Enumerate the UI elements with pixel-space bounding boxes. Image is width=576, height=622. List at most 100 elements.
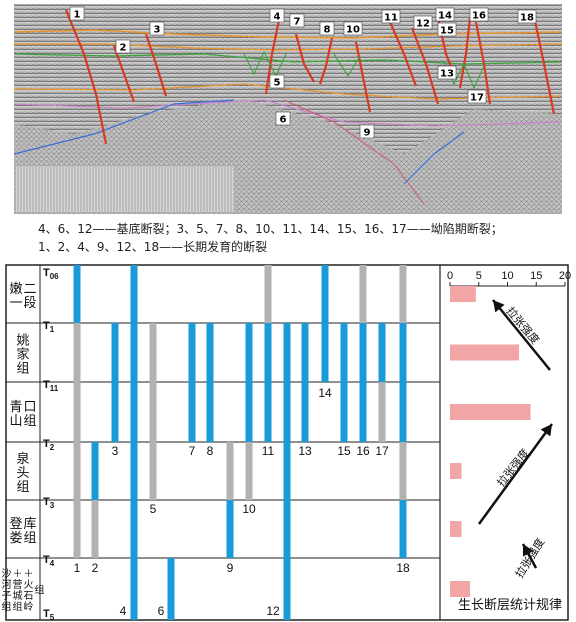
fault-16-activity-bar (359, 265, 367, 323)
fault-5-activity-bar (149, 323, 157, 500)
fault-label-16: 16 (469, 7, 489, 22)
fault-number-8: 8 (207, 444, 214, 458)
fault-13-activity-bar (301, 323, 309, 442)
horizon-label-T1: T1 (43, 320, 55, 334)
horizon-label-T5: T5 (43, 608, 55, 622)
svg-text:8: 8 (324, 25, 331, 36)
seismic-section-image: 1 2 3 4 5 6 7 8 9 10 11 12 13 14 15 16 1… (14, 4, 562, 214)
svg-text:10: 10 (346, 25, 360, 36)
fault-label-12: 12 (413, 15, 433, 30)
formation-char: 泉 (16, 451, 29, 467)
svg-text:6: 6 (280, 115, 287, 126)
fault-17-activity-bar (378, 382, 386, 442)
fault-label-13: 13 (437, 65, 457, 80)
horizon-label-T3: T3 (43, 496, 55, 510)
formation-label-3: 泉头组 (16, 451, 29, 495)
growth-fault-footer: 生长断层统计规律 (458, 598, 562, 613)
fault-number-12: 12 (266, 604, 280, 618)
stat-bar-4 (450, 521, 462, 537)
formation-char: 沙 (2, 568, 12, 580)
formation-char: 火 (24, 579, 34, 591)
formation-char: 岭 (24, 600, 34, 613)
formation-char: 河 (2, 579, 12, 591)
fault-number-5: 5 (150, 502, 157, 516)
fault-number-18: 18 (396, 561, 410, 575)
svg-text:3: 3 (154, 25, 161, 36)
stat-axis-tick-label: 15 (530, 270, 542, 282)
fault-number-2: 2 (92, 561, 99, 575)
fault-8-activity-bar (206, 323, 214, 442)
horizon-subscript: 11 (50, 384, 59, 393)
fault-label-7: 7 (289, 13, 305, 28)
fault-1-activity-bar (73, 265, 81, 323)
fault-9-activity-bar (226, 442, 234, 500)
stat-bar-2 (450, 404, 531, 420)
fault-label-8: 8 (319, 21, 335, 36)
svg-text:5: 5 (274, 78, 281, 89)
fault-2-activity-bar (91, 500, 99, 558)
stat-axis-tick-label: 0 (447, 270, 453, 282)
svg-text:16: 16 (472, 11, 486, 22)
fault-label-1: 1 (69, 6, 85, 21)
formation-char: 口 (23, 400, 36, 415)
fault-18-activity-bar (399, 265, 407, 323)
fault-10-activity-bar (245, 442, 253, 500)
formation-char: 组 (13, 600, 23, 613)
formation-char: 石 (24, 591, 34, 602)
fault-18-activity-bar (399, 323, 407, 442)
fault-label-4: 4 (269, 8, 285, 23)
fault-number-9: 9 (227, 561, 234, 575)
fault-label-17: 17 (467, 89, 487, 104)
formation-char: 子 (2, 590, 12, 602)
fault-4-activity-bar (130, 265, 138, 620)
fault-2-activity-bar (91, 442, 99, 500)
fault-number-6: 6 (158, 604, 165, 618)
fault-6-activity-bar (167, 558, 175, 620)
fault-10-activity-bar (245, 323, 253, 442)
stat-axis-tick-label: 20 (559, 270, 571, 282)
formation-char: 组 (16, 362, 29, 377)
fault-number-11: 11 (262, 444, 275, 458)
fault-11-activity-bar (264, 265, 272, 323)
formation-char: 组 (23, 414, 36, 429)
formation-char: 二 (23, 282, 36, 297)
fault-label-15: 15 (437, 22, 457, 37)
fault-number-16: 16 (356, 444, 370, 458)
fault-1-activity-bar (73, 323, 81, 558)
horizon-subscript: 2 (50, 443, 55, 452)
formation-char: 组 (16, 480, 29, 495)
svg-text:14: 14 (438, 11, 452, 22)
fault-14-activity-bar (321, 265, 329, 382)
fault-label-11: 11 (381, 9, 401, 24)
caption-long-term-faults: 1、2、4、9、12、18——长期发育的断裂 (38, 240, 268, 254)
svg-text:1: 1 (74, 10, 81, 21)
formation-char: 组 (23, 531, 36, 546)
fault-number-13: 13 (298, 444, 312, 458)
fault-18-activity-bar (399, 442, 407, 500)
fault-label-6: 6 (275, 111, 291, 126)
formation-label-1: 姚家组 (16, 334, 29, 377)
horizon-subscript: 1 (50, 325, 55, 334)
fault-number-3: 3 (112, 444, 119, 458)
svg-text:17: 17 (470, 93, 484, 104)
fault-number-1: 1 (74, 561, 81, 575)
svg-text:9: 9 (364, 128, 371, 139)
formation-char: 登 (9, 517, 22, 532)
fault-label-14: 14 (435, 7, 455, 22)
fault-18-activity-bar (399, 500, 407, 558)
fault-9-activity-bar (226, 500, 234, 558)
horizon-subscript: 4 (50, 559, 55, 568)
fault-number-15: 15 (337, 444, 351, 458)
fault-number-17: 17 (375, 444, 389, 458)
formation-char: 库 (23, 516, 36, 532)
formation-char: 城 (13, 590, 23, 602)
caption-fault-classification: 4、6、12——基底断裂；3、5、7、8、10、11、14、15、16、17——… (38, 222, 503, 236)
svg-text:15: 15 (440, 26, 454, 37)
fault-label-3: 3 (149, 21, 165, 36)
fault-label-2: 2 (115, 39, 131, 54)
formation-char: 组 (35, 584, 45, 597)
